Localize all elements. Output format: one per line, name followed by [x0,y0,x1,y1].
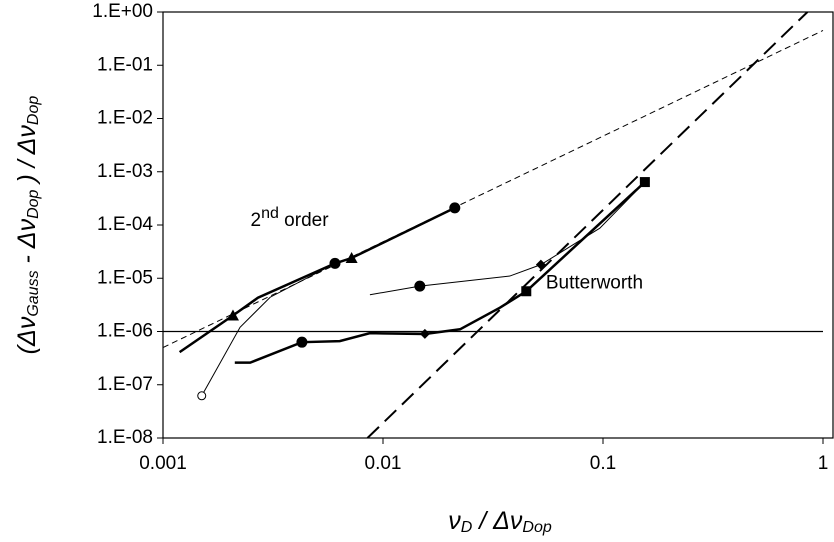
x-tick-label: 0.01 [365,453,402,474]
marker-square [521,286,532,297]
y-tick-label: 1.E-04 [97,214,153,235]
series-line [201,262,336,397]
y-label-part: Dop [25,189,42,218]
plot-area [163,12,824,438]
marker-circle [414,280,426,292]
y-tick-label: 1.E-01 [97,54,153,75]
annotation-part: 2 [251,210,262,231]
x-label-part: D [461,519,473,536]
marker-triangle [345,252,358,264]
x-axis-label: νD / ΔνDop [448,507,552,537]
y-tick-label: 1.E-05 [97,267,153,288]
annotation: 2nd order [251,205,330,231]
series-line [234,181,646,364]
x-label-part: ν [448,507,461,535]
y-axis-label: (ΔνGauss - ΔνDop ) / ΔνDop [13,96,43,355]
y-label-part: (Δν [13,316,41,354]
series-line [178,206,456,354]
y-label-part: Gauss [25,270,42,316]
y-label-part: Dop [25,96,42,125]
series-line [163,30,824,348]
x-tick-label: 0.001 [139,453,187,474]
y-tick-label: 1.E-03 [97,161,153,182]
x-label-part: Dop [522,519,551,536]
annotation-part: order [279,210,329,231]
x-tick-label: 0.1 [590,453,616,474]
y-tick-label: 1.E-07 [97,374,153,395]
marker-circle [296,336,308,348]
x-label-part: / Δν [472,507,523,535]
y-label-part: - Δν [13,218,41,270]
y-tick-label: 1.E-08 [97,427,153,448]
marker-circle [329,257,341,269]
y-label-part: ) / Δν [13,125,41,190]
marker-circle [449,202,461,214]
plot-frame [162,11,834,439]
annotation-part: nd [261,205,279,222]
marker-square [639,177,650,188]
series-line [366,12,809,438]
y-tick-label: 1.E-06 [97,321,153,342]
x-tick-label: 1 [818,453,829,474]
series-line [369,181,646,296]
annotation-part: Butterworth [546,272,643,293]
y-tick-label: 1.E-02 [97,108,153,129]
marker-open-circle [197,391,207,401]
y-tick-label: 1.E+00 [92,1,153,22]
marker-diamond [535,259,546,270]
marker-diamond [419,328,430,339]
marker-triangle [226,309,239,321]
annotation: Butterworth [546,272,643,293]
